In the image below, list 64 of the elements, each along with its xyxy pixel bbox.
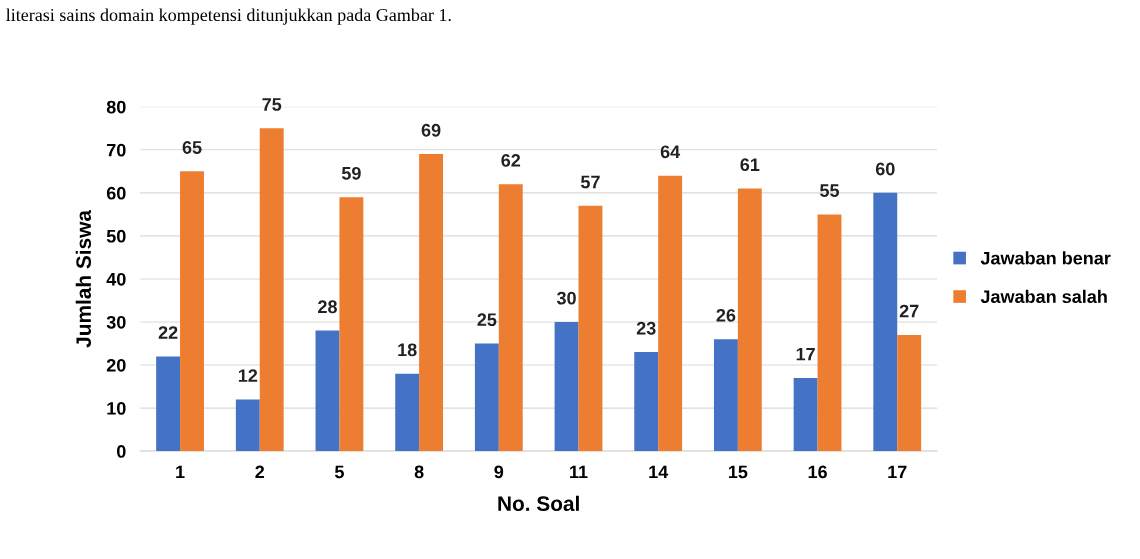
bar xyxy=(395,373,420,452)
bar xyxy=(554,321,579,452)
y-tick-label: 70 xyxy=(107,143,126,157)
y-tick-label: 40 xyxy=(106,272,126,286)
bar xyxy=(498,184,523,452)
bar xyxy=(578,205,603,452)
y-axis-title: Jumlah Siswa xyxy=(75,209,92,348)
y-tick-label: 20 xyxy=(106,358,126,372)
bar xyxy=(474,343,499,452)
data-label: 65 xyxy=(182,141,202,154)
x-tick-label: 17 xyxy=(888,465,907,479)
bar xyxy=(793,377,818,452)
bar xyxy=(873,192,898,452)
data-label: 75 xyxy=(262,98,282,111)
data-label: 18 xyxy=(398,343,417,357)
x-tick-label: 15 xyxy=(728,465,748,479)
legend-label: Jawaban benar xyxy=(980,251,1111,265)
text: literasi sains domain kompetensi ditunjukkan pada Gambar 1. xyxy=(6,8,451,25)
y-tick-label: 10 xyxy=(107,402,126,415)
bar xyxy=(259,128,284,452)
bar xyxy=(339,197,364,452)
bar xyxy=(156,356,181,452)
bar xyxy=(235,399,260,452)
data-label: 27 xyxy=(899,304,919,318)
bar xyxy=(737,188,762,452)
y-tick-label: 60 xyxy=(106,186,126,200)
x-tick-label: 5 xyxy=(334,465,344,479)
bar xyxy=(315,330,340,452)
data-label: 30 xyxy=(556,291,576,305)
data-label: 25 xyxy=(477,313,497,327)
data-label: 22 xyxy=(158,326,178,339)
x-tick-label: 9 xyxy=(494,465,504,479)
data-label: 55 xyxy=(820,184,840,197)
data-label: 69 xyxy=(421,123,441,137)
x-tick-label: 14 xyxy=(649,465,669,479)
bar xyxy=(634,352,659,452)
y-tick-label: 80 xyxy=(106,100,126,114)
x-tick-label: 11 xyxy=(570,465,588,479)
y-tick-label: 50 xyxy=(106,229,126,243)
bar xyxy=(419,154,444,452)
bar xyxy=(180,171,204,452)
data-label: 60 xyxy=(875,162,895,176)
data-label: 59 xyxy=(341,166,361,180)
data-label: 57 xyxy=(580,175,600,189)
data-label: 64 xyxy=(660,145,681,159)
data-label: 23 xyxy=(636,321,656,335)
data-label: 61 xyxy=(740,158,760,172)
data-label: 26 xyxy=(716,308,736,322)
x-axis-title: No. Soal xyxy=(498,495,579,512)
bar xyxy=(658,175,683,452)
bar xyxy=(897,334,922,452)
x-tick-label: 1 xyxy=(176,465,185,479)
x-tick-label: 8 xyxy=(414,465,424,479)
legend-label: Jawaban salah xyxy=(980,289,1107,304)
x-tick-label: 2 xyxy=(255,465,265,479)
x-tick-label: 16 xyxy=(808,465,827,479)
data-label: 17 xyxy=(796,347,815,361)
bar xyxy=(817,214,842,452)
y-tick-label: 0 xyxy=(117,445,126,458)
y-tick-label: 30 xyxy=(106,315,126,329)
data-label: 12 xyxy=(238,369,258,382)
data-label: 62 xyxy=(501,154,521,167)
bar xyxy=(713,339,738,452)
data-label: 28 xyxy=(318,300,337,314)
